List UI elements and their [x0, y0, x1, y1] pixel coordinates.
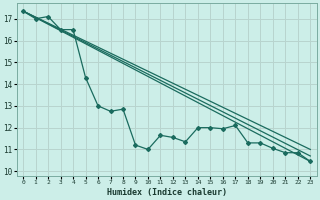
X-axis label: Humidex (Indice chaleur): Humidex (Indice chaleur) [107, 188, 227, 197]
